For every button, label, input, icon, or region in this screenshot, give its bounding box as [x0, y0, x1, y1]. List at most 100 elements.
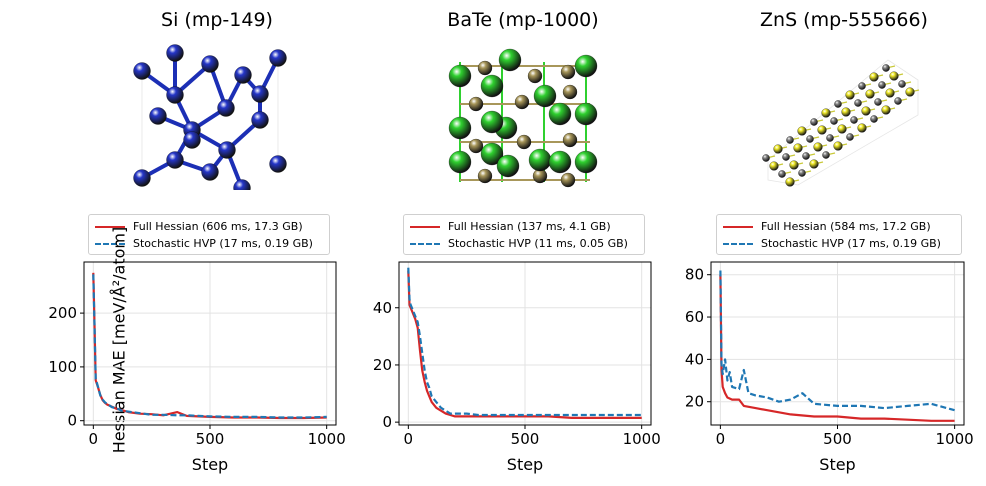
atom [574, 102, 598, 126]
atom [183, 131, 201, 149]
atom [560, 172, 576, 188]
atom [837, 124, 847, 134]
atom [798, 169, 806, 177]
atom [881, 105, 891, 115]
stochastic-hvp-line [92, 274, 327, 419]
atom [813, 142, 823, 152]
atom [574, 54, 598, 78]
x-tick-label: 1000 [308, 430, 346, 448]
atom [516, 134, 532, 150]
atom [894, 97, 902, 105]
legend-entry-stochastic-hvp: Stochastic HVP (11 ms, 0.05 GB) [410, 235, 638, 252]
atom [905, 87, 915, 97]
atom [448, 64, 472, 88]
atom [133, 62, 151, 80]
atom [789, 160, 799, 170]
zns-crystal-structure-image [762, 59, 920, 187]
atom [468, 96, 484, 112]
atom [810, 118, 818, 126]
chart-3: 0 500 1000 20 40 60 80 Step [685, 261, 974, 474]
atom [234, 66, 252, 84]
atom [806, 135, 814, 143]
legend-entry-full-hessian: Full Hessian (606 ms, 17.3 GB) [95, 218, 323, 235]
atom [468, 138, 484, 154]
legend-label: Stochastic HVP (11 ms, 0.05 GB) [448, 237, 628, 250]
legend-entry-full-hessian: Full Hessian (584 ms, 17.2 GB) [723, 218, 955, 235]
atom [885, 88, 895, 98]
x-tick-label: 0 [716, 430, 726, 448]
atom [826, 134, 834, 142]
atom [793, 143, 803, 153]
atom [217, 99, 235, 117]
y-tick-label: 80 [685, 266, 704, 284]
x-tick-label: 500 [196, 430, 225, 448]
atom [874, 98, 882, 106]
atom [850, 116, 858, 124]
panel-title-zns: ZnS (mp-555666) [760, 9, 928, 31]
atom [870, 115, 878, 123]
y-tick-label: 100 [48, 358, 77, 376]
legend-label: Full Hessian (584 ms, 17.2 GB) [761, 220, 931, 233]
x-tick-label: 1000 [936, 430, 974, 448]
atom [562, 132, 578, 148]
atom [841, 107, 851, 117]
chart-1: 0 500 1000 0 100 200 Step [48, 261, 346, 474]
atom [166, 44, 184, 62]
atom [878, 81, 886, 89]
atom [782, 153, 790, 161]
atom [514, 94, 530, 110]
atom [845, 90, 855, 100]
cell-edge [767, 59, 919, 186]
atom [166, 86, 184, 104]
atom [527, 68, 543, 84]
atom [548, 150, 572, 174]
atom [857, 123, 867, 133]
y-tick-label: 20 [373, 356, 392, 374]
atom [201, 163, 219, 181]
atom [865, 89, 875, 99]
x-axis-label: Step [819, 455, 855, 474]
atom [854, 99, 862, 107]
atom [560, 64, 576, 80]
atom [269, 155, 287, 173]
atom [882, 64, 890, 72]
atom [769, 161, 779, 171]
atom [218, 141, 236, 159]
full-hessian-line [407, 270, 642, 419]
atom [480, 110, 504, 134]
atom [166, 151, 184, 169]
legend-label: Stochastic HVP (17 ms, 0.19 GB) [761, 237, 941, 250]
atom [251, 111, 269, 129]
atom [809, 159, 819, 169]
legend-entry-full-hessian: Full Hessian (137 ms, 4.1 GB) [410, 218, 638, 235]
y-tick-label: 20 [685, 393, 704, 411]
atom [817, 125, 827, 135]
x-axis-label: Step [192, 455, 228, 474]
stochastic-hvp-swatch [410, 242, 440, 245]
y-tick-label: 40 [373, 299, 392, 317]
x-tick-label: 500 [511, 430, 540, 448]
stochastic-hvp-swatch [95, 242, 125, 245]
legend-si: Full Hessian (606 ms, 17.3 GB) Stochasti… [88, 214, 330, 255]
atom [846, 133, 854, 141]
full-hessian-swatch [95, 225, 125, 228]
atom [861, 106, 871, 116]
atom [498, 48, 522, 72]
atom [833, 141, 843, 151]
atom [496, 154, 520, 178]
atom [786, 136, 794, 144]
atom [858, 82, 866, 90]
atom [562, 84, 578, 100]
atom [821, 108, 831, 118]
atom [477, 168, 493, 184]
x-axis-label: Step [507, 455, 543, 474]
atom [802, 152, 810, 160]
legend-label: Full Hessian (606 ms, 17.3 GB) [133, 220, 303, 233]
x-tick-label: 0 [404, 430, 414, 448]
panel-title-bate: BaTe (mp-1000) [447, 9, 599, 31]
atom [797, 126, 807, 136]
x-tick-label: 0 [89, 430, 99, 448]
atom [448, 150, 472, 174]
atom [773, 144, 783, 154]
